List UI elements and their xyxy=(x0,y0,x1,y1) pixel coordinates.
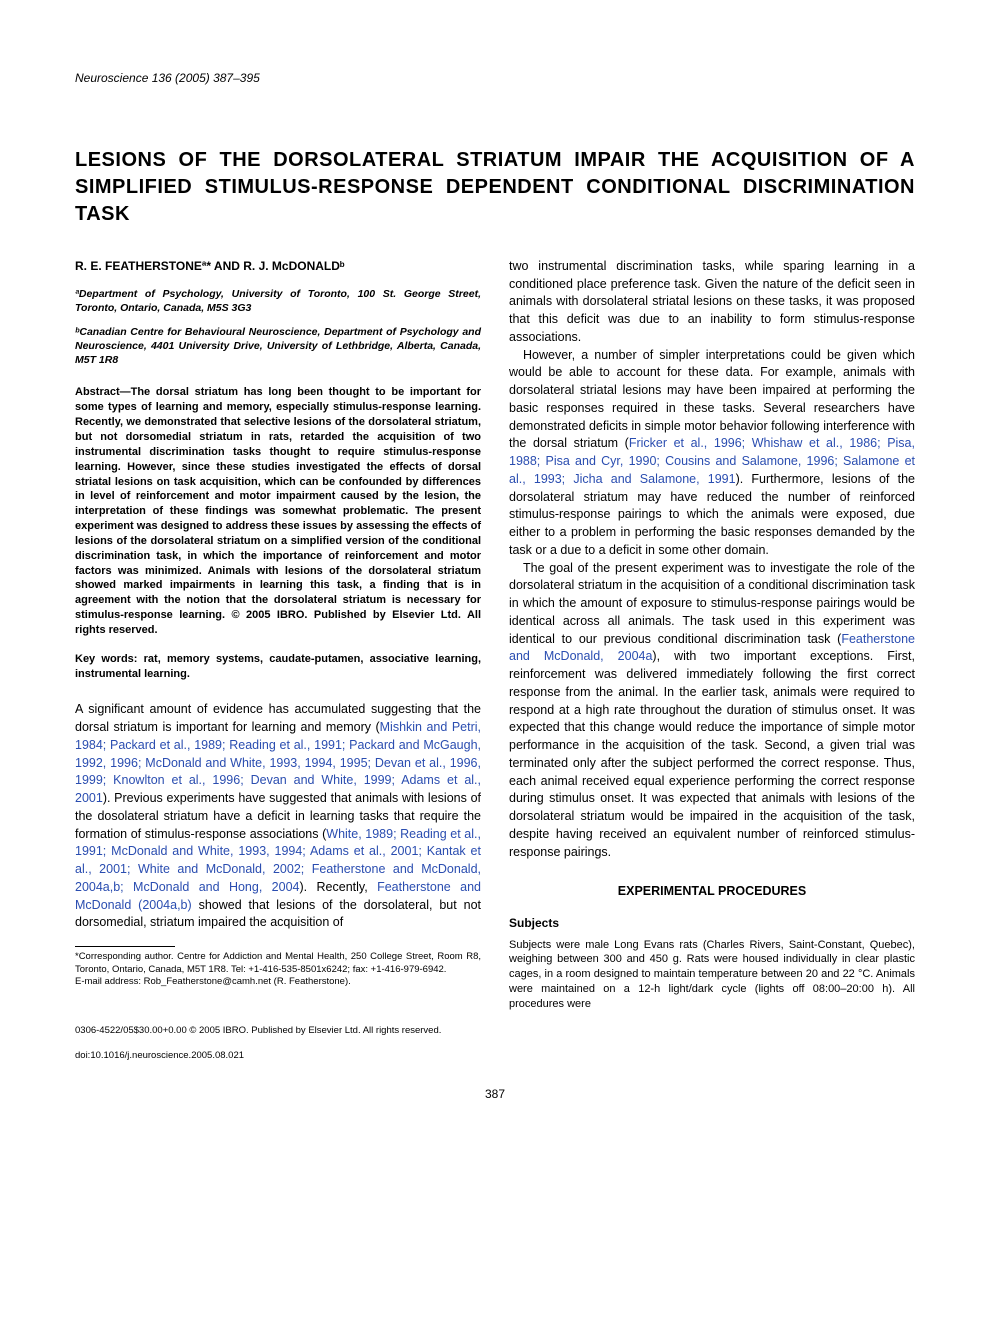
subheading-subjects: Subjects xyxy=(509,915,915,932)
intro-text: However, a number of simpler interpretat… xyxy=(509,348,915,451)
copyright-line: 0306-4522/05$30.00+0.00 © 2005 IBRO. Pub… xyxy=(75,1024,915,1037)
affiliation-b: ᵇCanadian Centre for Behavioural Neurosc… xyxy=(75,325,481,368)
left-column: R. E. FEATHERSTONEª* AND R. J. McDONALDᵇ… xyxy=(75,258,481,1012)
journal-reference: Neuroscience 136 (2005) 387–395 xyxy=(75,70,915,87)
intro-text: ), with two important exceptions. First,… xyxy=(509,649,915,858)
abstract-text: Abstract—The dorsal striatum has long be… xyxy=(75,385,481,637)
keywords-text: Key words: rat, memory systems, caudate-… xyxy=(75,652,481,682)
affiliation-a: ªDepartment of Psychology, University of… xyxy=(75,287,481,315)
two-column-layout: R. E. FEATHERSTONEª* AND R. J. McDONALDᵇ… xyxy=(75,258,915,1012)
email-footnote: E-mail address: Rob_Featherstone@camh.ne… xyxy=(75,976,481,988)
intro-text: ). Recently, xyxy=(300,880,378,894)
footnote-divider xyxy=(75,946,175,947)
page-number: 387 xyxy=(75,1086,915,1103)
intro-paragraph-2: However, a number of simpler interpretat… xyxy=(509,347,915,560)
doi-line: doi:10.1016/j.neuroscience.2005.08.021 xyxy=(75,1049,915,1062)
intro-text: two instrumental discrimination tasks, w… xyxy=(509,259,915,344)
subjects-paragraph: Subjects were male Long Evans rats (Char… xyxy=(509,938,915,1012)
section-heading-experimental: EXPERIMENTAL PROCEDURES xyxy=(509,883,915,901)
intro-left-body: A significant amount of evidence has acc… xyxy=(75,701,481,932)
intro-paragraph-1-left: A significant amount of evidence has acc… xyxy=(75,701,481,932)
author-list: R. E. FEATHERSTONEª* AND R. J. McDONALDᵇ xyxy=(75,258,481,275)
intro-right-body: two instrumental discrimination tasks, w… xyxy=(509,258,915,862)
corresponding-author-footnote: *Corresponding author. Centre for Addict… xyxy=(75,951,481,976)
article-title: LESIONS OF THE DORSOLATERAL STRIATUM IMP… xyxy=(75,147,915,228)
intro-paragraph-1-right: two instrumental discrimination tasks, w… xyxy=(509,258,915,347)
intro-paragraph-3: The goal of the present experiment was t… xyxy=(509,560,915,862)
right-column: two instrumental discrimination tasks, w… xyxy=(509,258,915,1012)
